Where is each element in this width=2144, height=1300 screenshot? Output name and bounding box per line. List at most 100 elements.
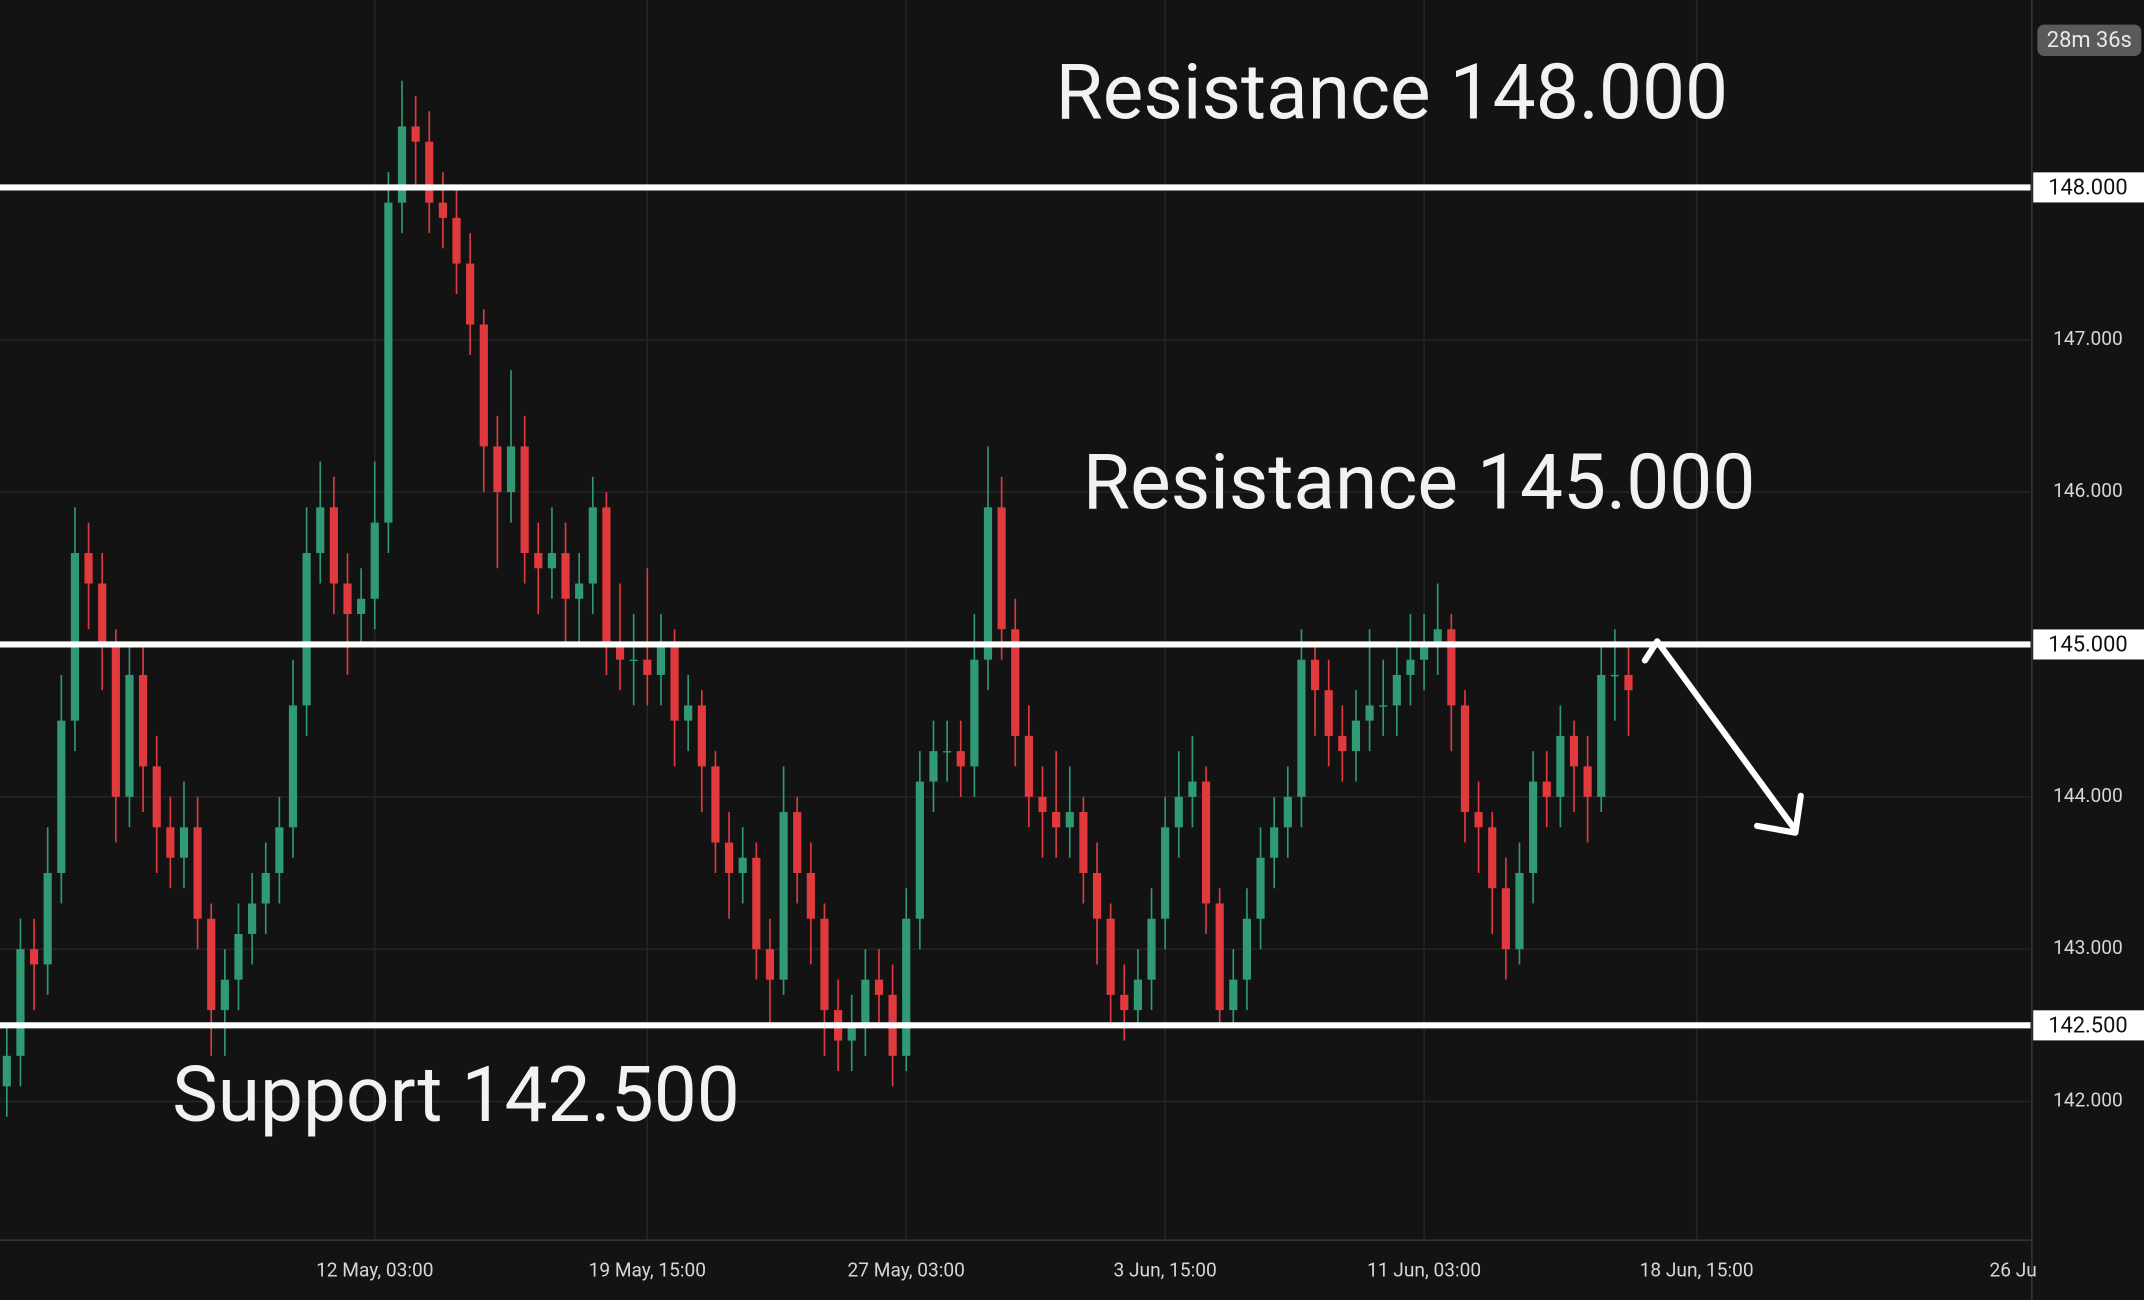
level-annotation: Resistance 148.000 — [1056, 48, 1728, 138]
candle-body — [1447, 629, 1456, 706]
arrow-head — [1753, 792, 1804, 836]
candle-body — [711, 766, 720, 843]
candle-body — [1488, 827, 1497, 889]
candle-body — [1215, 903, 1224, 1011]
candle-body — [793, 812, 802, 874]
candle-body — [820, 918, 829, 1011]
candle-body — [98, 583, 107, 645]
candle-body — [193, 827, 202, 919]
candle-body — [57, 720, 66, 874]
candle-body — [1065, 812, 1074, 828]
candle-body — [70, 553, 80, 721]
candle-body — [752, 857, 761, 950]
candle-body — [1201, 781, 1211, 904]
candle-body — [1515, 873, 1524, 950]
candle-body — [1283, 796, 1292, 828]
candle-body — [983, 507, 993, 660]
candle-body — [1406, 659, 1415, 675]
candle-body — [956, 751, 965, 767]
candle-body — [520, 446, 529, 554]
candle-body — [397, 126, 407, 203]
y-tick-label: 142.000 — [2053, 1089, 2123, 1112]
candle-body — [1147, 918, 1156, 980]
candle-body — [684, 705, 693, 721]
candle-body — [207, 918, 216, 1011]
candle-body — [1324, 690, 1333, 736]
candle-body — [1174, 796, 1183, 828]
candle-body — [152, 766, 161, 828]
level-annotation: Resistance 145.000 — [1083, 437, 1755, 527]
levels: Resistance 148.000 Resistance 145.000 Supp… — [0, 48, 2031, 1140]
candle-body — [575, 583, 584, 599]
candle-body — [248, 903, 257, 934]
candle-body — [1079, 812, 1088, 874]
x-tick-label: 19 May, 15:00 — [589, 1259, 706, 1282]
candle-body — [1256, 857, 1265, 919]
candle-body — [847, 1025, 856, 1041]
candle-body — [506, 446, 516, 493]
candle-body — [1542, 781, 1551, 797]
candle-body — [1501, 888, 1510, 950]
candle-body — [861, 979, 870, 1026]
candle-body — [370, 522, 379, 599]
candle-body — [1624, 674, 1633, 691]
candle-body — [765, 949, 775, 980]
candle-body — [466, 263, 475, 325]
candle-body — [479, 324, 488, 447]
candle-body — [1379, 705, 1388, 707]
candle-body — [411, 126, 420, 142]
candle-body — [2, 1055, 11, 1087]
candle-body — [84, 553, 93, 584]
candle-body — [234, 933, 243, 980]
y-tick-label: 146.000 — [2053, 479, 2123, 502]
candle-body — [915, 781, 924, 919]
candle-body — [139, 674, 148, 767]
candle-body — [357, 598, 366, 614]
candle-body — [1365, 705, 1374, 721]
candle-body — [288, 705, 298, 828]
candle-body — [670, 644, 679, 721]
x-tick-label: 27 May, 03:00 — [848, 1259, 965, 1282]
level-annotation: Support 142.500 — [172, 1050, 740, 1140]
candle-body — [724, 842, 734, 874]
candle-body — [1610, 674, 1619, 677]
candle-body — [220, 979, 229, 1011]
candle-body — [970, 659, 979, 767]
x-tick-label: 11 Jun, 03:00 — [1367, 1259, 1481, 1282]
candle-body — [1351, 720, 1361, 752]
candle-body — [1270, 827, 1279, 858]
candle-body — [261, 873, 270, 904]
candle-body — [43, 873, 52, 965]
candle-body — [1161, 827, 1170, 919]
candle-body — [111, 644, 120, 797]
candle-body — [425, 141, 434, 203]
candle-body — [493, 446, 502, 493]
candle-body — [697, 705, 706, 767]
y-tick-label: 143.000 — [2053, 936, 2123, 959]
candles — [2, 80, 1633, 1117]
candle-body — [547, 553, 557, 569]
candle-body — [806, 873, 815, 919]
candle-body — [779, 812, 788, 980]
candle-body — [452, 217, 461, 264]
candle-body — [1297, 659, 1306, 797]
candle-body — [588, 507, 597, 584]
candle-body — [329, 507, 338, 584]
candle-body — [738, 857, 747, 874]
candle-body — [615, 644, 625, 660]
candle-body — [1038, 796, 1047, 813]
candle-body — [1024, 735, 1033, 797]
candle-body — [1133, 979, 1142, 1011]
trend-arrow — [1641, 638, 1799, 834]
level-price-label: 145.000 — [2048, 633, 2127, 658]
candle-body — [656, 644, 666, 675]
candle-body — [1583, 766, 1592, 797]
candle-body — [384, 202, 393, 523]
candle-body — [1120, 994, 1129, 1011]
level-price-label: 142.500 — [2048, 1014, 2127, 1039]
candle-body — [1433, 629, 1442, 645]
countdown: 28m 36s — [2047, 28, 2132, 53]
candle-body — [534, 553, 543, 569]
candle-body — [1310, 659, 1320, 691]
